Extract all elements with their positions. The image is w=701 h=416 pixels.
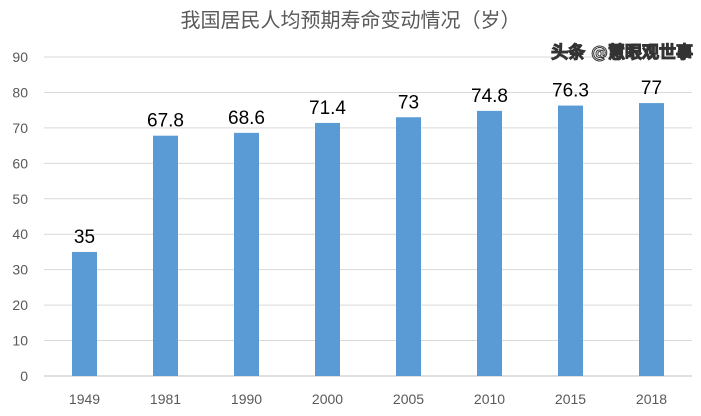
y-tick-label: 0 <box>20 368 28 384</box>
watermark: 头条 @慧眼观世事 <box>551 43 694 64</box>
x-tick-label: 2018 <box>636 391 667 407</box>
data-label: 68.6 <box>228 108 265 129</box>
y-tick-label: 60 <box>12 155 28 171</box>
y-tick-label: 50 <box>12 191 28 207</box>
x-tick-label: 2000 <box>312 391 343 407</box>
bar <box>558 105 583 376</box>
y-tick-label: 10 <box>12 333 28 349</box>
y-tick-label: 70 <box>12 120 28 136</box>
y-tick-label: 20 <box>12 297 28 313</box>
y-tick-label: 80 <box>12 84 28 100</box>
data-label: 35 <box>74 227 95 248</box>
x-tick-label: 1949 <box>69 391 100 407</box>
bar <box>639 103 664 377</box>
bar <box>72 251 97 376</box>
x-tick-label: 1990 <box>231 391 262 407</box>
y-tick-label: 40 <box>12 226 28 242</box>
x-tick-label: 1981 <box>150 391 181 407</box>
data-label: 76.3 <box>552 81 589 102</box>
x-tick-label: 2005 <box>393 391 424 407</box>
y-tick-label: 90 <box>12 49 28 65</box>
bar <box>153 135 178 376</box>
x-tick-label: 2015 <box>555 391 586 407</box>
y-tick-label: 30 <box>12 262 28 278</box>
data-label: 74.8 <box>471 86 508 107</box>
data-label: 77 <box>641 78 662 99</box>
data-label: 71.4 <box>309 98 346 119</box>
data-label: 67.8 <box>147 111 184 132</box>
bar <box>477 110 502 377</box>
bar <box>315 122 340 376</box>
data-label: 73 <box>398 92 419 113</box>
chart-title: 我国居民人均预期寿命变动情况（岁） <box>180 8 521 32</box>
bar <box>396 117 421 376</box>
x-tick-label: 2010 <box>474 391 505 407</box>
bar <box>234 132 259 376</box>
